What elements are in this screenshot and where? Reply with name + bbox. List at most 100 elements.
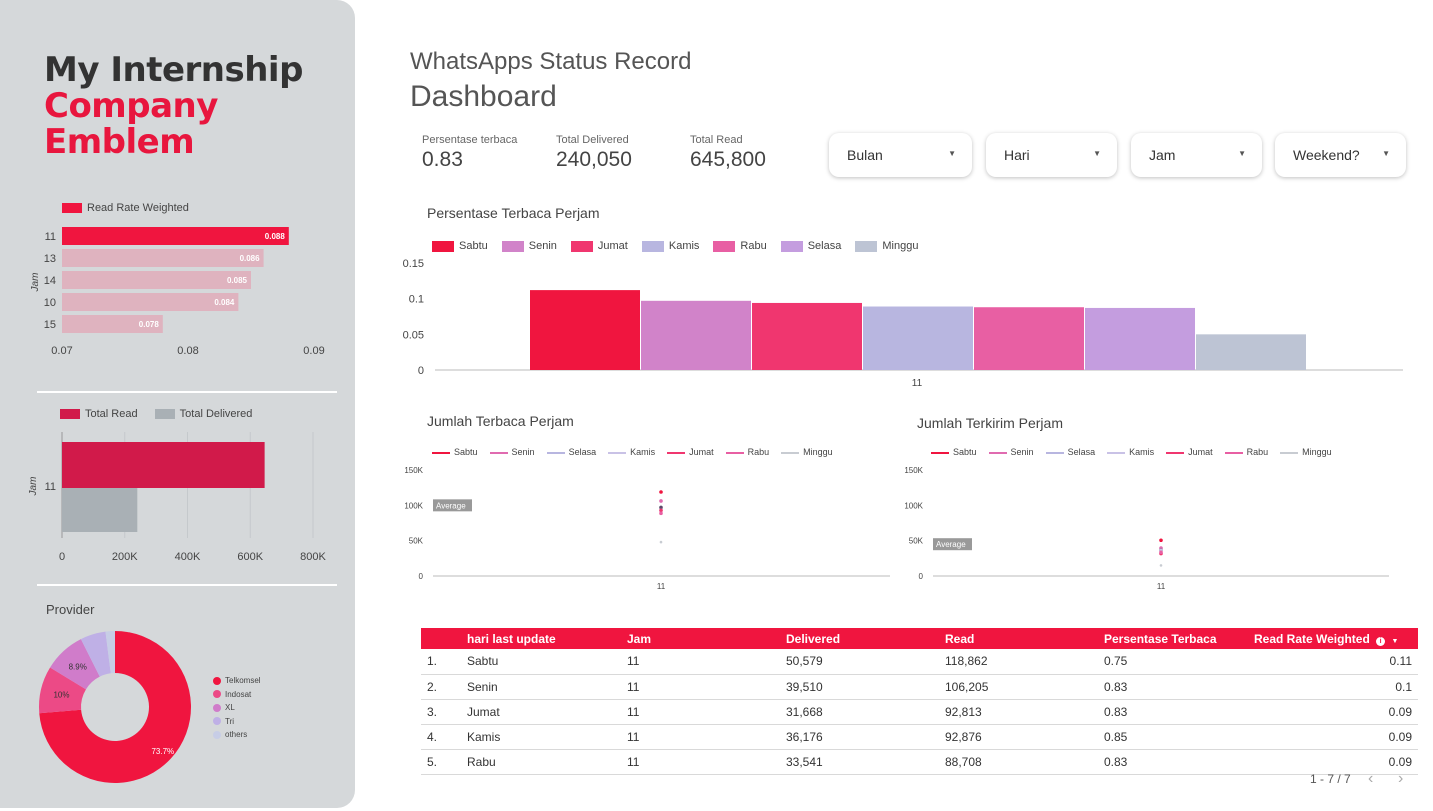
legend-item[interactable]: Sabtu [931, 447, 977, 457]
kpi-persentase: Persentase terbaca 0.83 [422, 134, 517, 172]
legend-item[interactable]: Sabtu [432, 447, 478, 457]
legend-item[interactable]: Rabu [725, 447, 769, 457]
rrw-bar-label: 0.088 [265, 232, 286, 241]
legend-label: Senin [1010, 447, 1034, 457]
chevron-left-icon[interactable]: ‹ [1368, 770, 1374, 787]
rd-x-tick: 800K [300, 551, 326, 563]
chevron-down-icon: ▼ [1382, 149, 1390, 158]
table-cell: Rabu [461, 749, 621, 775]
table-cell: 50,579 [780, 649, 939, 675]
donut-slice-label: 10% [53, 690, 69, 699]
rrw-legend: Read Rate Weighted [62, 202, 189, 214]
sidebar-divider-2 [37, 584, 337, 586]
legend-label: Senin [528, 240, 557, 252]
legend-line [489, 451, 508, 454]
legend-swatch [501, 240, 524, 252]
filter-bulan[interactable]: Bulan ▼ [829, 133, 972, 177]
average-label: Average [936, 540, 966, 549]
legend-item[interactable]: Jumat [1166, 447, 1213, 457]
info-icon[interactable]: i [1376, 636, 1386, 646]
legend-dot [213, 730, 221, 739]
legend-item[interactable]: Senin [489, 447, 535, 457]
filter-weekend[interactable]: Weekend? ▼ [1275, 133, 1406, 177]
donut-slice [39, 631, 191, 783]
legend-read-label: Total Read [85, 408, 138, 420]
legend-swatch [780, 240, 803, 252]
table-cell: 0.83 [1098, 749, 1248, 775]
data-point [1159, 550, 1163, 555]
table-cell: 92,813 [939, 699, 1098, 725]
legend-item[interactable]: Senin [988, 447, 1034, 457]
legend-item[interactable]: Kamis [641, 240, 699, 252]
legend-item[interactable]: Senin [501, 240, 557, 252]
sent-chart-legend: Sabtu Senin Selasa Kamis Jumat Rabu Minggu [931, 447, 1344, 457]
legend-item[interactable]: Minggu [1280, 447, 1332, 457]
main-y-tick: 0 [418, 365, 424, 377]
legend-item[interactable]: Jumat [570, 240, 628, 252]
read-chart-legend: Sabtu Senin Selasa Kamis Jumat Rabu Minggu [432, 447, 845, 457]
rd-x-tick: 200K [112, 551, 138, 563]
table-row[interactable]: 1. Sabtu 11 50,579 118,862 0.75 0.11 [421, 649, 1418, 675]
table-cell: 0.09 [1248, 724, 1418, 750]
rrw-chart: Jam 0.088 11 0.086 13 0.085 14 0.084 10 0.078 15 0… [30, 227, 325, 357]
table-row[interactable]: 5. Rabu 11 33,541 88,708 0.83 0.09 [421, 749, 1418, 775]
rd-bar-read [62, 442, 265, 488]
y-tick: 0 [919, 572, 924, 581]
legend-item[interactable]: Selasa [546, 447, 596, 457]
filter-jam[interactable]: Jam ▼ [1131, 133, 1262, 177]
sidebar-divider-1 [37, 391, 337, 393]
col-persentase[interactable]: Persentase Terbaca [1098, 628, 1248, 649]
legend-item[interactable]: Selasa [1045, 447, 1095, 457]
chevron-right-icon[interactable]: › [1398, 770, 1404, 787]
data-point [659, 505, 663, 510]
logo-line-1: My Internship [44, 50, 303, 90]
read-delivered-chart: Jam 11 0 200K 400K 600K 800K [28, 432, 327, 563]
legend-dot [213, 717, 221, 726]
legend-item[interactable]: Jumat [667, 447, 714, 457]
col-read[interactable]: Read [939, 628, 1098, 649]
legend-item[interactable]: Rabu [1224, 447, 1268, 457]
legend-dot [213, 703, 221, 712]
legend-item[interactable]: Sabtu [432, 240, 488, 252]
kpi-label: Total Delivered [556, 134, 629, 146]
page-subtitle: Dashboard [410, 80, 557, 113]
sort-desc-icon[interactable]: ▼ [1391, 637, 1399, 645]
legend-label: Tri [225, 716, 235, 726]
legend-item[interactable]: Selasa [780, 240, 841, 252]
table-row[interactable]: 2. Senin 11 39,510 106,205 0.83 0.1 [421, 674, 1418, 700]
y-tick: 100K [404, 501, 423, 510]
donut-slice [50, 639, 100, 690]
legend-line [546, 451, 565, 454]
col-hari[interactable]: hari last update [461, 628, 621, 649]
table-row[interactable]: 4. Kamis 11 36,176 92,876 0.85 0.09 [421, 724, 1418, 750]
table-row[interactable]: 3. Jumat 11 31,668 92,813 0.83 0.09 [421, 699, 1418, 725]
data-point [659, 499, 663, 503]
main-chart-title: Persentase Terbaca Perjam [427, 205, 600, 221]
table-cell: 92,876 [939, 724, 1098, 750]
legend-item[interactable]: Minggu [855, 240, 918, 252]
table-cell: 118,862 [939, 649, 1098, 675]
table-cell: 11 [621, 649, 780, 675]
col-rrw[interactable]: Read Rate Weighted i ▼ [1248, 628, 1418, 649]
rrw-category-label: 10 [44, 297, 56, 309]
table-cell: 0.75 [1098, 649, 1248, 675]
legend-item[interactable]: Kamis [608, 447, 655, 457]
sent-chart: 150K 100K 50K 0 Average 11 [904, 466, 1389, 591]
legend-delivered-label: Total Delivered [179, 408, 253, 420]
col-jam[interactable]: Jam [621, 628, 780, 649]
rrw-bar-label: 0.078 [139, 320, 160, 329]
filter-hari[interactable]: Hari ▼ [986, 133, 1117, 177]
legend-item[interactable]: Minggu [781, 447, 833, 457]
legend-label: Sabtu [953, 447, 977, 457]
legend-item[interactable]: Rabu [713, 240, 767, 252]
rrw-bar [62, 249, 264, 267]
table-cell: 11 [621, 674, 780, 700]
legend-item[interactable]: Kamis [1107, 447, 1154, 457]
main-bar [863, 306, 973, 370]
rrw-bar-label: 0.084 [214, 298, 235, 307]
kpi-label: Persentase terbaca [422, 134, 518, 146]
logo-line-2: Company [44, 86, 218, 126]
main-y-tick: 0.05 [403, 329, 424, 341]
legend-swatch [570, 240, 593, 252]
col-delivered[interactable]: Delivered [780, 628, 939, 649]
